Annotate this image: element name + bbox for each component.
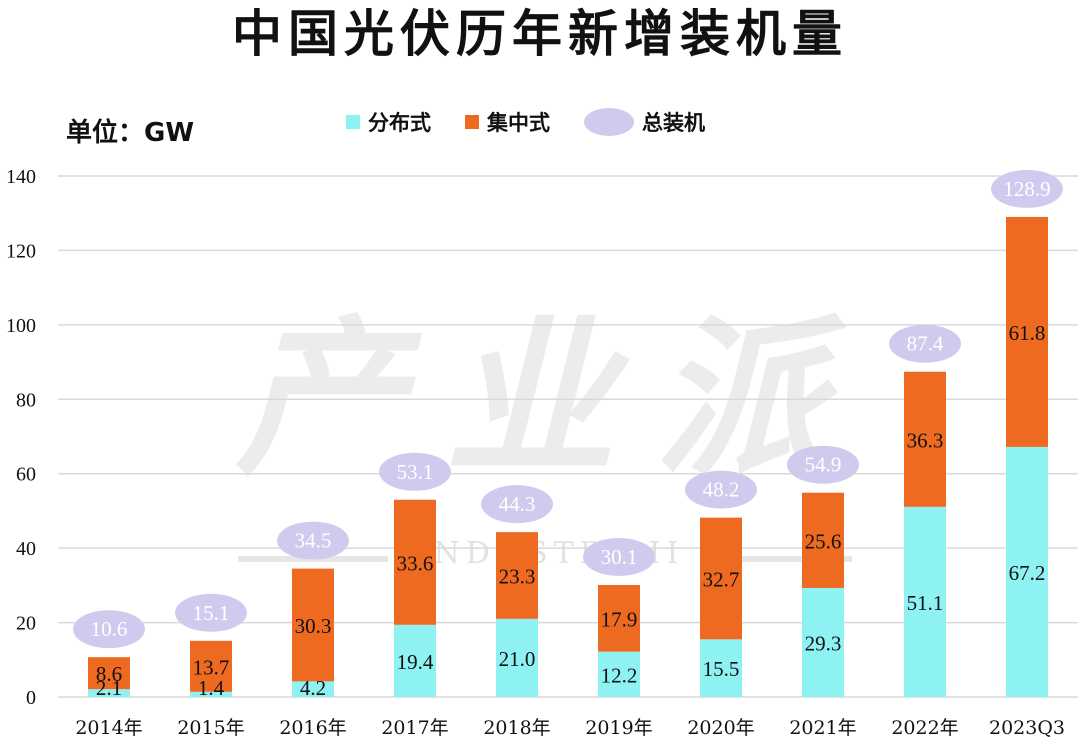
data-label-centralized: 61.8 <box>1009 321 1046 345</box>
total-ellipse <box>379 452 451 491</box>
bar-distributed <box>904 506 946 697</box>
bar-centralized <box>496 532 538 619</box>
bar-distributed <box>802 587 844 697</box>
bar-distributed <box>292 681 334 697</box>
data-label-centralized: 25.6 <box>805 529 842 553</box>
data-label-distributed: 21.0 <box>499 647 536 671</box>
chart-legend: 分布式 集中式 总装机 <box>346 106 739 138</box>
data-label-distributed: 29.3 <box>805 631 842 655</box>
data-label-distributed: 67.2 <box>1009 561 1046 585</box>
bar-centralized <box>904 371 946 507</box>
bar-distributed <box>394 624 436 697</box>
y-tick-label: 100 <box>6 315 36 337</box>
legend-item-total: 总装机 <box>584 107 705 137</box>
legend-item-centralized: 集中式 <box>465 107 550 137</box>
data-label-distributed: 15.5 <box>703 657 740 681</box>
total-ellipse <box>73 610 145 649</box>
legend-label-total: 总装机 <box>642 111 705 135</box>
watermark-line-right <box>720 556 852 562</box>
bar-distributed <box>598 651 640 697</box>
data-label-centralized: 30.3 <box>295 614 332 638</box>
data-label-total: 48.2 <box>703 478 740 502</box>
data-label-distributed: 12.2 <box>601 663 638 687</box>
x-tick-label: 2019年 <box>585 717 652 739</box>
data-label-total: 128.9 <box>1003 177 1050 201</box>
x-tick-label: 2017年 <box>381 717 448 739</box>
data-label-distributed: 4.2 <box>300 676 326 700</box>
data-label-centralized: 13.7 <box>193 655 230 679</box>
bar-distributed <box>190 691 232 697</box>
bar-centralized <box>700 517 742 640</box>
y-tick-label: 140 <box>6 166 36 188</box>
data-label-distributed: 19.4 <box>397 650 434 674</box>
y-tick-label: 40 <box>16 538 36 560</box>
x-tick-label: 2016年 <box>279 717 346 739</box>
data-label-centralized: 8.6 <box>96 662 122 686</box>
data-label-distributed: 51.1 <box>907 591 944 615</box>
x-tick-label: 2014年 <box>75 717 142 739</box>
data-label-total: 30.1 <box>601 545 638 569</box>
y-tick-label: 20 <box>16 613 36 635</box>
data-label-centralized: 17.9 <box>601 607 638 631</box>
legend-label-centralized: 集中式 <box>487 111 550 135</box>
data-label-distributed: 1.4 <box>198 676 225 700</box>
bar-centralized <box>88 657 130 690</box>
y-tick-label: 120 <box>6 240 36 262</box>
y-tick-label: 0 <box>26 687 36 709</box>
unit-label: 单位：GW <box>66 118 195 148</box>
data-label-total: 44.3 <box>499 492 536 516</box>
data-label-centralized: 32.7 <box>703 567 740 591</box>
data-label-total: 53.1 <box>397 460 434 484</box>
bar-centralized <box>1006 216 1048 447</box>
x-tick-label: 2022年 <box>891 717 958 739</box>
bar-distributed <box>1006 446 1048 697</box>
y-tick-label: 80 <box>16 389 36 411</box>
total-ellipse <box>889 324 961 363</box>
x-tick-label: 2023Q3 <box>989 717 1065 739</box>
data-label-centralized: 23.3 <box>499 564 536 588</box>
data-label-total: 34.5 <box>295 529 332 553</box>
y-tick-label: 60 <box>16 464 36 486</box>
total-ellipse <box>787 445 859 484</box>
bar-centralized <box>394 499 436 625</box>
chart-title: 中国光伏历年新增装机量 <box>232 5 848 63</box>
legend-swatch-total <box>584 108 634 136</box>
bar-distributed <box>496 618 538 697</box>
total-ellipse <box>175 593 247 632</box>
legend-item-distributed: 分布式 <box>346 107 431 137</box>
x-tick-label: 2020年 <box>687 717 754 739</box>
data-label-centralized: 36.3 <box>907 428 944 452</box>
x-tick-label: 2015年 <box>177 717 244 739</box>
legend-swatch-distributed <box>346 115 360 129</box>
x-tick-label: 2021年 <box>789 717 856 739</box>
legend-label-distributed: 分布式 <box>368 111 431 135</box>
total-ellipse <box>991 169 1063 208</box>
bar-centralized <box>598 584 640 652</box>
total-ellipse <box>583 537 655 576</box>
data-label-centralized: 33.6 <box>397 551 434 575</box>
bar-centralized <box>292 568 334 682</box>
total-ellipse <box>481 485 553 524</box>
total-ellipse <box>685 470 757 509</box>
bar-centralized <box>190 640 232 692</box>
data-label-total: 15.1 <box>193 601 230 625</box>
data-label-total: 54.9 <box>805 453 842 477</box>
data-label-total: 10.6 <box>91 617 128 641</box>
bar-distributed <box>88 689 130 697</box>
data-label-distributed: 2.1 <box>96 676 122 700</box>
total-ellipse <box>277 521 349 560</box>
bar-centralized <box>802 492 844 588</box>
bar-distributed <box>700 639 742 697</box>
data-label-total: 87.4 <box>907 332 944 356</box>
x-tick-label: 2018年 <box>483 717 550 739</box>
legend-swatch-centralized <box>465 115 479 129</box>
